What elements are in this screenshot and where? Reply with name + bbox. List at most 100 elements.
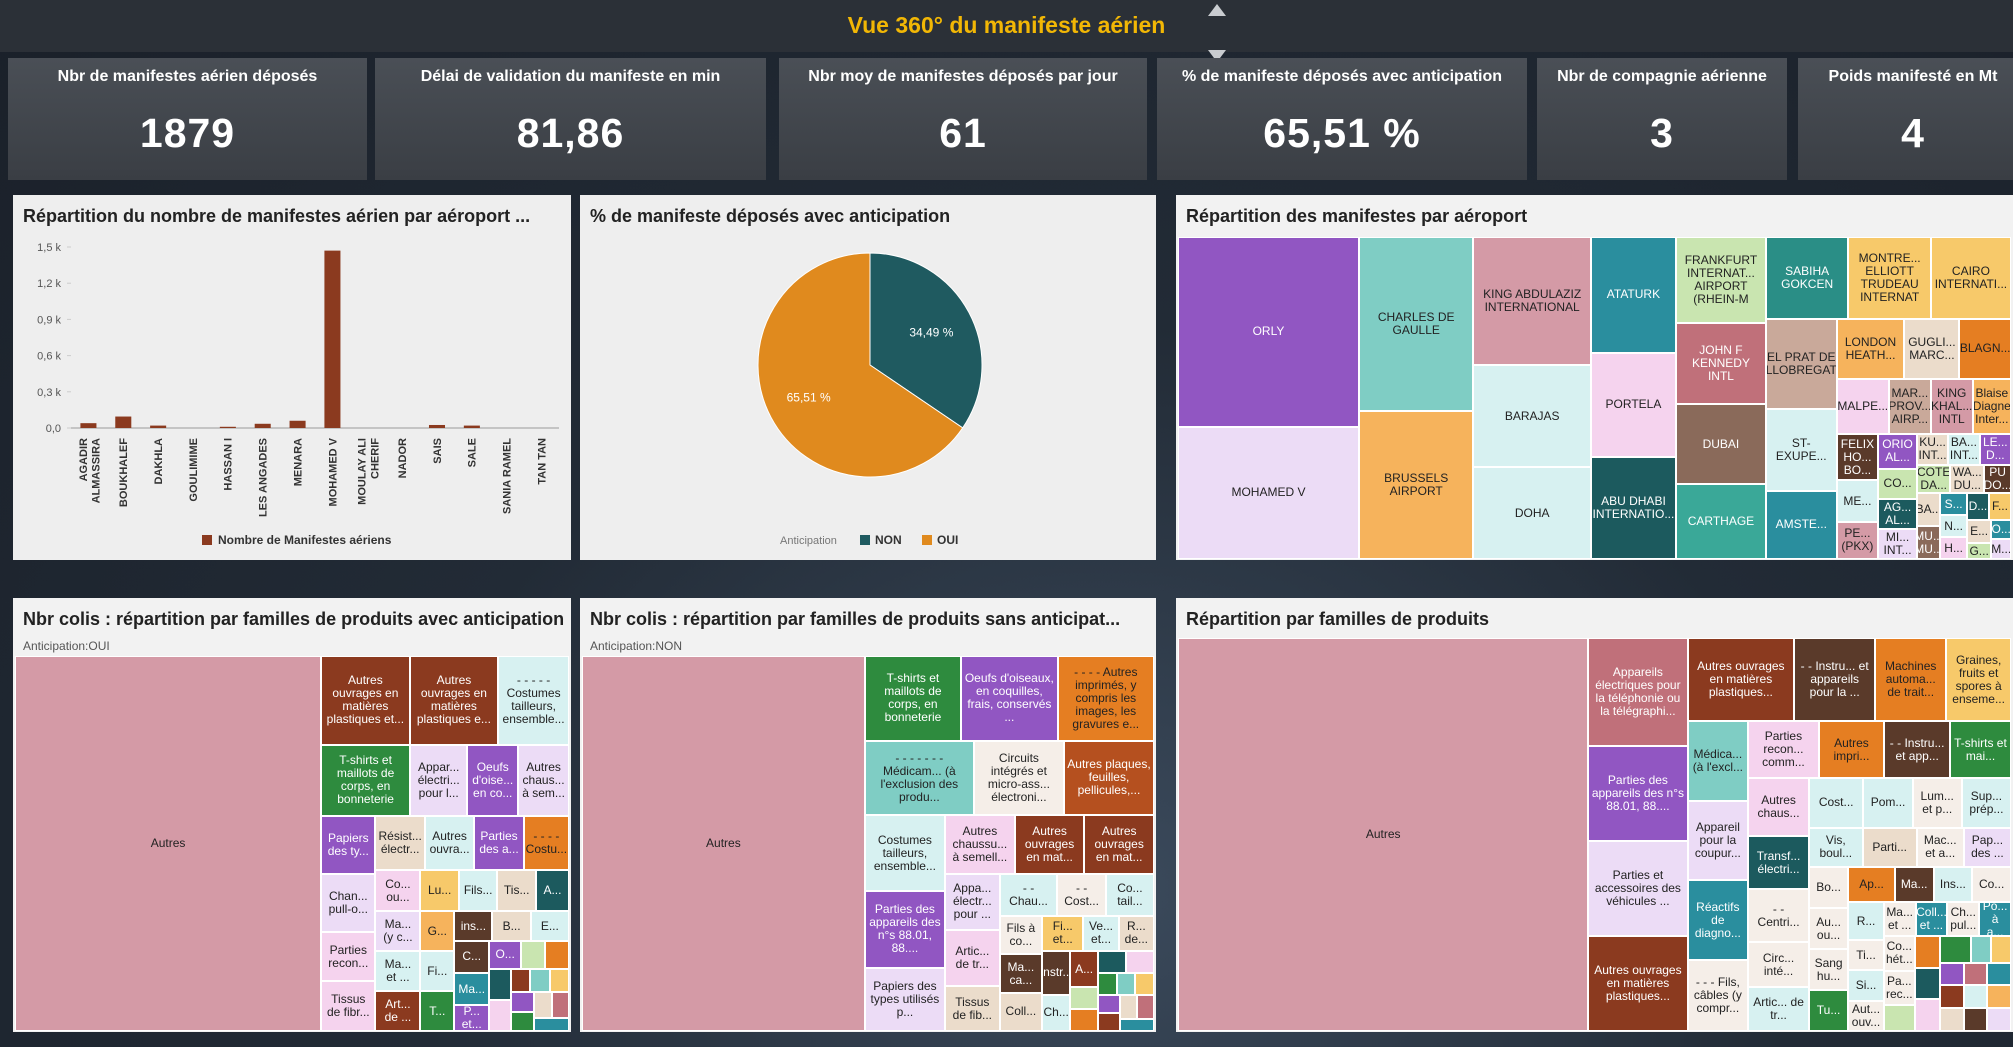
treemap-cell[interactable]: Parties des a...: [474, 815, 524, 871]
treemap-cell[interactable]: Pa... rec...: [1883, 970, 1915, 1006]
treemap-cell[interactable]: [510, 1011, 535, 1031]
treemap-cell[interactable]: [1987, 1008, 2011, 1031]
treemap-cell[interactable]: Coll... et ...: [1915, 902, 1948, 936]
treemap-cell[interactable]: [549, 968, 569, 993]
treemap-cell[interactable]: Lu...: [420, 870, 459, 912]
treemap-cell[interactable]: Costumes tailleurs, ensemble...: [864, 815, 946, 892]
treemap-cell[interactable]: [1914, 967, 1941, 1000]
treemap-cell[interactable]: Autres ouvrages en matières plastiques e…: [409, 656, 499, 745]
treemap-cell[interactable]: [530, 968, 550, 993]
treemap-cell[interactable]: [1990, 935, 2011, 963]
treemap-cell[interactable]: MONTRE... ELLIOTT TRUDEAU INTERNAT: [1848, 237, 1931, 319]
treemap-cell[interactable]: KING KHAL... INTL: [1930, 378, 1973, 434]
treemap-cell[interactable]: Autres chaus...: [1748, 778, 1809, 836]
treemap-cell[interactable]: A...: [1070, 950, 1099, 988]
treemap-cell[interactable]: [1987, 985, 2011, 1009]
treemap-cell[interactable]: Vis, boul...: [1808, 827, 1863, 868]
treemap-cell[interactable]: [489, 968, 511, 1000]
treemap-cell[interactable]: - - Cost...: [1057, 873, 1106, 917]
treemap-cell[interactable]: MU... MU...: [1916, 526, 1941, 559]
treemap-cell[interactable]: [1137, 994, 1154, 1019]
treemap-cell[interactable]: Mac... et a...: [1916, 827, 1964, 868]
treemap-cell[interactable]: ins...: [454, 911, 493, 941]
treemap-cell[interactable]: ST-EXUPE...: [1765, 408, 1837, 491]
treemap-cell[interactable]: Cost...: [1808, 778, 1864, 828]
treemap-cell[interactable]: [1098, 950, 1127, 973]
treemap-cell[interactable]: MAR... PROV... AIRP...: [1888, 378, 1931, 434]
treemap-cell[interactable]: Autres plaques, feuilles, pellicules,...: [1063, 740, 1154, 816]
treemap-cell[interactable]: F...: [1988, 493, 2011, 520]
treemap-cell[interactable]: - - Instru... et appareils pour la ...: [1794, 638, 1876, 722]
treemap-cell[interactable]: DOHA: [1473, 467, 1591, 559]
treemap-cell[interactable]: FELIX HO... BO...: [1836, 433, 1879, 481]
treemap-cell[interactable]: JOHN F KENNEDY INTL: [1676, 322, 1766, 405]
treemap-cell[interactable]: Oeufs d'oise... en co...: [467, 744, 519, 816]
treemap-cell[interactable]: BARAJAS: [1473, 365, 1591, 467]
treemap-cell[interactable]: Autres ouvrages en matières plastiques e…: [321, 656, 410, 745]
treemap-cell[interactable]: [1116, 972, 1136, 995]
treemap-cell[interactable]: Parties des appareils des n°s 88.01, 88.…: [1588, 746, 1688, 842]
treemap-cell[interactable]: ORIO AL...: [1878, 433, 1917, 469]
treemap-cell[interactable]: [521, 940, 546, 969]
treemap-cell[interactable]: Pom...: [1863, 778, 1913, 828]
treemap-cell[interactable]: GUGLI... MARC...: [1904, 318, 1960, 379]
treemap-cell[interactable]: PU DO...: [1984, 464, 2011, 494]
treemap-cell[interactable]: Po... à a...: [1979, 902, 2011, 936]
treemap-cell[interactable]: [1963, 985, 1988, 1009]
treemap-cell[interactable]: BA... INT...: [1948, 433, 1980, 465]
treemap-cell[interactable]: T-shirts et maillots de corps, en bonnet…: [321, 744, 411, 816]
treemap-cell[interactable]: EL PRAT DE LLOBREGAT: [1765, 318, 1837, 409]
treemap-cell[interactable]: - - Instru... et app...: [1884, 721, 1950, 779]
treemap-cell[interactable]: Instr...: [1042, 950, 1071, 995]
treemap-cell[interactable]: [1135, 972, 1154, 995]
treemap-cell[interactable]: Appareils électriques pour la téléphonie…: [1588, 638, 1688, 747]
treemap-cell[interactable]: O...: [489, 940, 522, 969]
treemap-cell[interactable]: Tissus de fib...: [945, 986, 1000, 1031]
treemap-cell[interactable]: [1098, 972, 1117, 995]
treemap-cell[interactable]: [1940, 962, 1964, 986]
treemap-cell[interactable]: Ma... et ...: [375, 950, 421, 991]
treemap-cell[interactable]: [551, 992, 569, 1019]
treemap-cell[interactable]: Appar... électri... pour l...: [410, 744, 468, 816]
treemap-cell[interactable]: Autres: [582, 656, 865, 1031]
treemap-cell[interactable]: ABU DHABI INTERNATIO...: [1590, 456, 1676, 559]
treemap-cell[interactable]: M...: [1991, 539, 2011, 559]
treemap-cell[interactable]: H...: [1940, 537, 1967, 559]
treemap-cell[interactable]: - - - - Costu...: [523, 815, 569, 871]
treemap-cell[interactable]: Papiers des ty...: [321, 815, 376, 874]
treemap-cell[interactable]: Appareil pour la coupur...: [1687, 800, 1749, 881]
treemap-cell[interactable]: CARTHAGE: [1676, 483, 1766, 559]
treemap-cell[interactable]: [534, 1018, 569, 1031]
treemap-cell[interactable]: Ti...: [1848, 940, 1884, 971]
treemap-cell[interactable]: Lum... et p...: [1912, 778, 1962, 828]
treemap-cell[interactable]: Autres impri...: [1818, 721, 1885, 779]
treemap-cell[interactable]: [489, 999, 511, 1031]
treemap-cell[interactable]: CHARLES DE GAULLE: [1358, 237, 1474, 411]
treemap-cell[interactable]: Co... tail...: [1105, 873, 1154, 917]
treemap-cell[interactable]: Machines automa... de trait...: [1875, 638, 1947, 722]
treemap-cell[interactable]: MALPE...: [1836, 378, 1889, 434]
treemap-cell[interactable]: [1940, 985, 1964, 1009]
treemap-cell[interactable]: Parties recon... comm...: [1748, 721, 1819, 779]
treemap-cell[interactable]: Co... ou...: [375, 870, 421, 911]
treemap-cell[interactable]: BA...: [1916, 493, 1941, 527]
treemap-cell[interactable]: Parties et accessoires des véhicules ...: [1588, 841, 1688, 937]
treemap-cell[interactable]: E...: [1966, 519, 1992, 544]
treemap-cell[interactable]: D...: [1966, 493, 1989, 520]
treemap-cell[interactable]: WA... DU...: [1950, 464, 1985, 494]
treemap-cell[interactable]: Artic... de tr...: [945, 929, 1000, 987]
treemap-cell[interactable]: Autres chaus... à sem...: [518, 744, 569, 816]
treemap-cell[interactable]: [545, 940, 569, 969]
treemap-cell[interactable]: Coll...: [999, 992, 1043, 1031]
treemap-cell[interactable]: Art... de ...: [375, 990, 421, 1031]
treemap-cell[interactable]: Papiers des types utilisés p...: [864, 967, 946, 1031]
treemap-cell[interactable]: LE... D...: [1979, 433, 2011, 465]
treemap-cell[interactable]: S...: [1940, 493, 1967, 516]
treemap-cell[interactable]: Fi... et...: [1042, 916, 1084, 951]
treemap-cell[interactable]: T-shirts et mai...: [1949, 721, 2011, 779]
treemap-cell[interactable]: Fi...: [420, 951, 455, 992]
treemap-cell[interactable]: [1963, 962, 1988, 986]
treemap-cell[interactable]: Réactifs de diagno...: [1687, 880, 1749, 961]
treemap-cell[interactable]: Parties recon...: [321, 931, 376, 982]
treemap-cell[interactable]: P... et...: [454, 1005, 490, 1031]
